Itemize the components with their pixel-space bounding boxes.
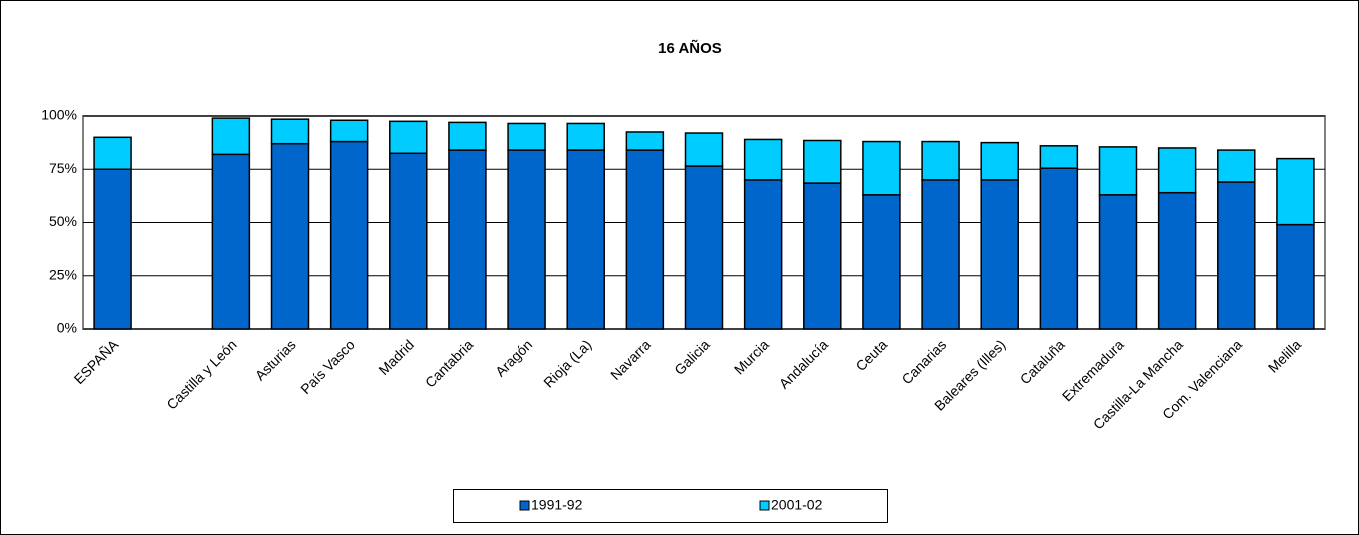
bar-segment <box>1039 145 1079 169</box>
legend-swatch <box>759 500 770 511</box>
bar-segment <box>625 149 665 330</box>
bar-segment <box>1276 157 1315 226</box>
bar-segment <box>803 139 842 184</box>
bar-segment <box>862 194 901 330</box>
bar-segment <box>684 165 724 330</box>
bar-segment <box>1039 167 1079 330</box>
bar-segment <box>1157 147 1197 194</box>
bar-segment <box>743 179 783 330</box>
bar-segment <box>329 140 369 330</box>
bar-segment <box>921 140 960 181</box>
bar-segment <box>448 121 487 151</box>
bar-segment <box>270 118 310 145</box>
chart-title: 16 AÑOS <box>658 39 722 57</box>
bar-segment <box>1217 181 1256 330</box>
bar-segment <box>566 149 605 330</box>
bar-segment <box>566 122 605 151</box>
y-tick-label: 25% <box>49 266 77 282</box>
y-tick-label: 75% <box>49 160 77 176</box>
bar-segment <box>1276 223 1315 330</box>
y-tick-label: 100% <box>41 107 77 123</box>
bar-segment <box>270 142 310 330</box>
bar-segment <box>1217 149 1256 183</box>
bar-segment <box>862 140 901 196</box>
bar-segment <box>389 120 428 155</box>
bar-segment <box>803 182 842 330</box>
bar-segment <box>625 131 665 151</box>
legend-label: 1991-92 <box>531 497 583 513</box>
bar-segment <box>448 149 487 330</box>
bar-segment <box>211 153 251 330</box>
bar-segment <box>1157 191 1197 330</box>
bar-segment <box>743 138 783 181</box>
bar-segment <box>980 141 1019 181</box>
bar-segment <box>93 168 132 330</box>
bar-segment <box>507 149 546 330</box>
y-tick-label: 50% <box>49 213 77 229</box>
legend-swatch <box>519 500 530 511</box>
bar-segment <box>211 117 251 156</box>
bar-segment <box>329 119 369 143</box>
bar-segment <box>980 179 1019 330</box>
bar-segment <box>389 152 428 330</box>
y-tick-label: 0% <box>57 320 77 336</box>
legend-box <box>453 489 888 523</box>
bar-segment <box>1098 194 1138 330</box>
bar-segment <box>921 179 960 330</box>
bar-segment <box>507 122 546 151</box>
bar-segment <box>684 132 724 167</box>
bar-segment <box>93 136 132 171</box>
bar-segment <box>1098 146 1138 196</box>
legend-label: 2001-02 <box>771 497 823 513</box>
